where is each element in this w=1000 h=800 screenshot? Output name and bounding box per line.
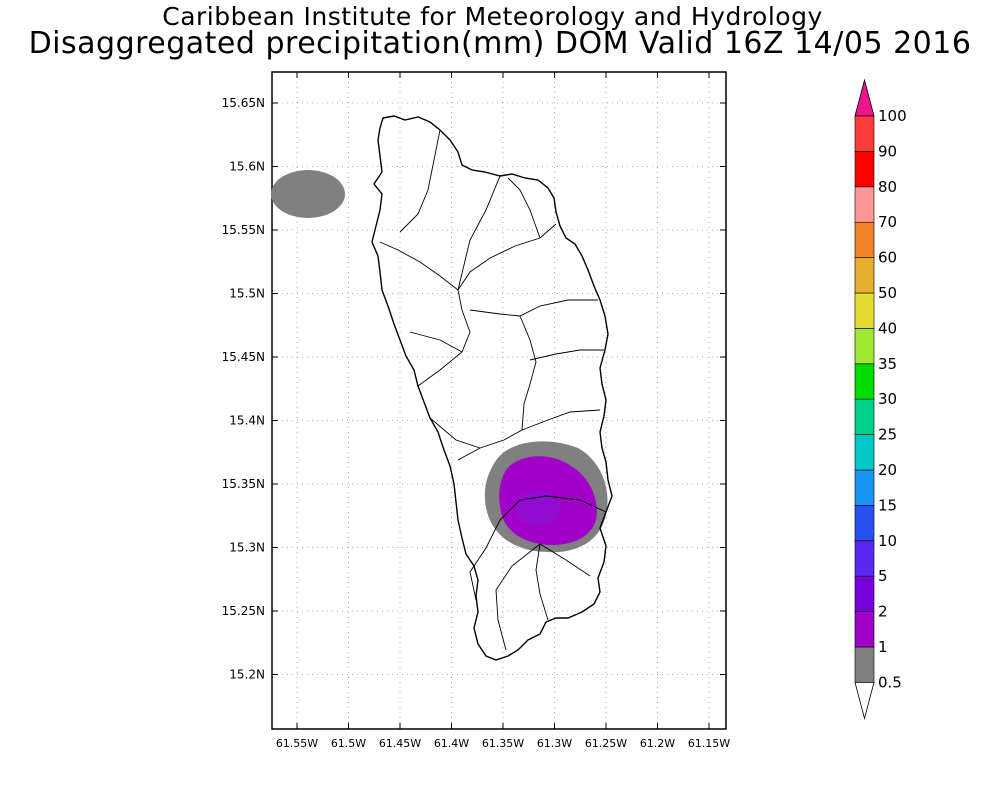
lat-tick-label: 15.55N bbox=[222, 223, 265, 237]
colorbar-level-label: 80 bbox=[878, 178, 897, 196]
colorbar-swatch bbox=[854, 611, 875, 648]
colorbar-level-label: 1 bbox=[878, 638, 888, 656]
colorbar-swatch bbox=[854, 151, 875, 188]
colorbar-level-label: 40 bbox=[878, 319, 897, 337]
colorbar-level-label: 20 bbox=[878, 461, 897, 479]
lat-tick-label: 15.5N bbox=[229, 287, 265, 301]
lon-tick-label: 61.4W bbox=[434, 737, 469, 750]
precip-area-southeast-center bbox=[516, 490, 560, 526]
colorbar-swatch bbox=[854, 363, 875, 400]
title-line-2: Disaggregated precipitation(mm) DOM Vali… bbox=[28, 26, 972, 61]
colorbar-level-label: 70 bbox=[878, 213, 897, 231]
lat-tick-label: 15.25N bbox=[222, 604, 265, 618]
colorbar-level-label: 15 bbox=[878, 496, 897, 514]
colorbar-level-label: 60 bbox=[878, 249, 897, 267]
gridlines bbox=[272, 72, 726, 729]
colorbar-swatch bbox=[854, 575, 875, 612]
lat-tick-label: 15.45N bbox=[222, 350, 265, 364]
lon-tick-label: 61.15W bbox=[688, 737, 730, 750]
colorbar-swatch bbox=[854, 257, 875, 294]
lon-tick-label: 61.3W bbox=[537, 737, 572, 750]
lon-tick-label: 61.2W bbox=[640, 737, 675, 750]
colorbar-under-triangle bbox=[854, 682, 875, 720]
colorbar-swatch bbox=[854, 115, 875, 152]
colorbar-level-label: 35 bbox=[878, 355, 897, 373]
lat-tick-label: 15.2N bbox=[229, 668, 265, 682]
longitude-axis: 61.55W 61.5W 61.45W 61.4W 61.35W 61.3W 61.25W 6… bbox=[276, 72, 730, 750]
colorbar-level-label: 50 bbox=[878, 284, 897, 302]
lon-tick-label: 61.45W bbox=[379, 737, 421, 750]
lon-tick-label: 61.5W bbox=[331, 737, 366, 750]
lon-tick-label: 61.35W bbox=[482, 737, 524, 750]
colorbar-swatch bbox=[854, 434, 875, 471]
colorbar-swatch bbox=[854, 221, 875, 258]
colorbar-level-label: 30 bbox=[878, 390, 897, 408]
colorbar-swatch bbox=[854, 540, 875, 577]
colorbar-swatch bbox=[854, 646, 875, 683]
colorbar-level-label: 100 bbox=[878, 107, 907, 125]
lat-tick-label: 15.3N bbox=[229, 541, 265, 555]
colorbar-swatch bbox=[854, 469, 875, 506]
lon-tick-label: 61.55W bbox=[276, 737, 318, 750]
island-outline bbox=[371, 115, 613, 661]
colorbar-swatch bbox=[854, 186, 875, 223]
colorbar-swatch bbox=[854, 328, 875, 365]
internal-boundaries bbox=[379, 129, 607, 651]
latitude-axis: 15.65N 15.6N 15.55N 15.5N 15.45N 15.4N 15.35N 1… bbox=[222, 96, 726, 682]
lon-tick-label: 61.25W bbox=[585, 737, 627, 750]
colorbar-level-label: 0.5 bbox=[878, 673, 902, 691]
map-frame bbox=[271, 71, 727, 730]
colorbar-swatch bbox=[854, 292, 875, 329]
colorbar-level-label: 90 bbox=[878, 142, 897, 160]
lat-tick-label: 15.4N bbox=[229, 414, 265, 428]
lat-tick-label: 15.65N bbox=[222, 96, 265, 110]
colorbar-swatch bbox=[854, 505, 875, 542]
colorbar-level-label: 5 bbox=[878, 567, 888, 585]
colorbar-over-triangle bbox=[854, 78, 875, 117]
colorbar-level-label: 2 bbox=[878, 603, 888, 621]
lat-tick-label: 15.35N bbox=[222, 477, 265, 491]
title-line-1: Caribbean Institute for Meteorology and … bbox=[162, 2, 823, 31]
lat-tick-label: 15.6N bbox=[229, 160, 265, 174]
colorbar-level-label: 25 bbox=[878, 426, 897, 444]
colorbar-swatch bbox=[854, 398, 875, 435]
precip-area-nw-offshore bbox=[271, 170, 345, 218]
colorbar-level-label: 10 bbox=[878, 532, 897, 550]
